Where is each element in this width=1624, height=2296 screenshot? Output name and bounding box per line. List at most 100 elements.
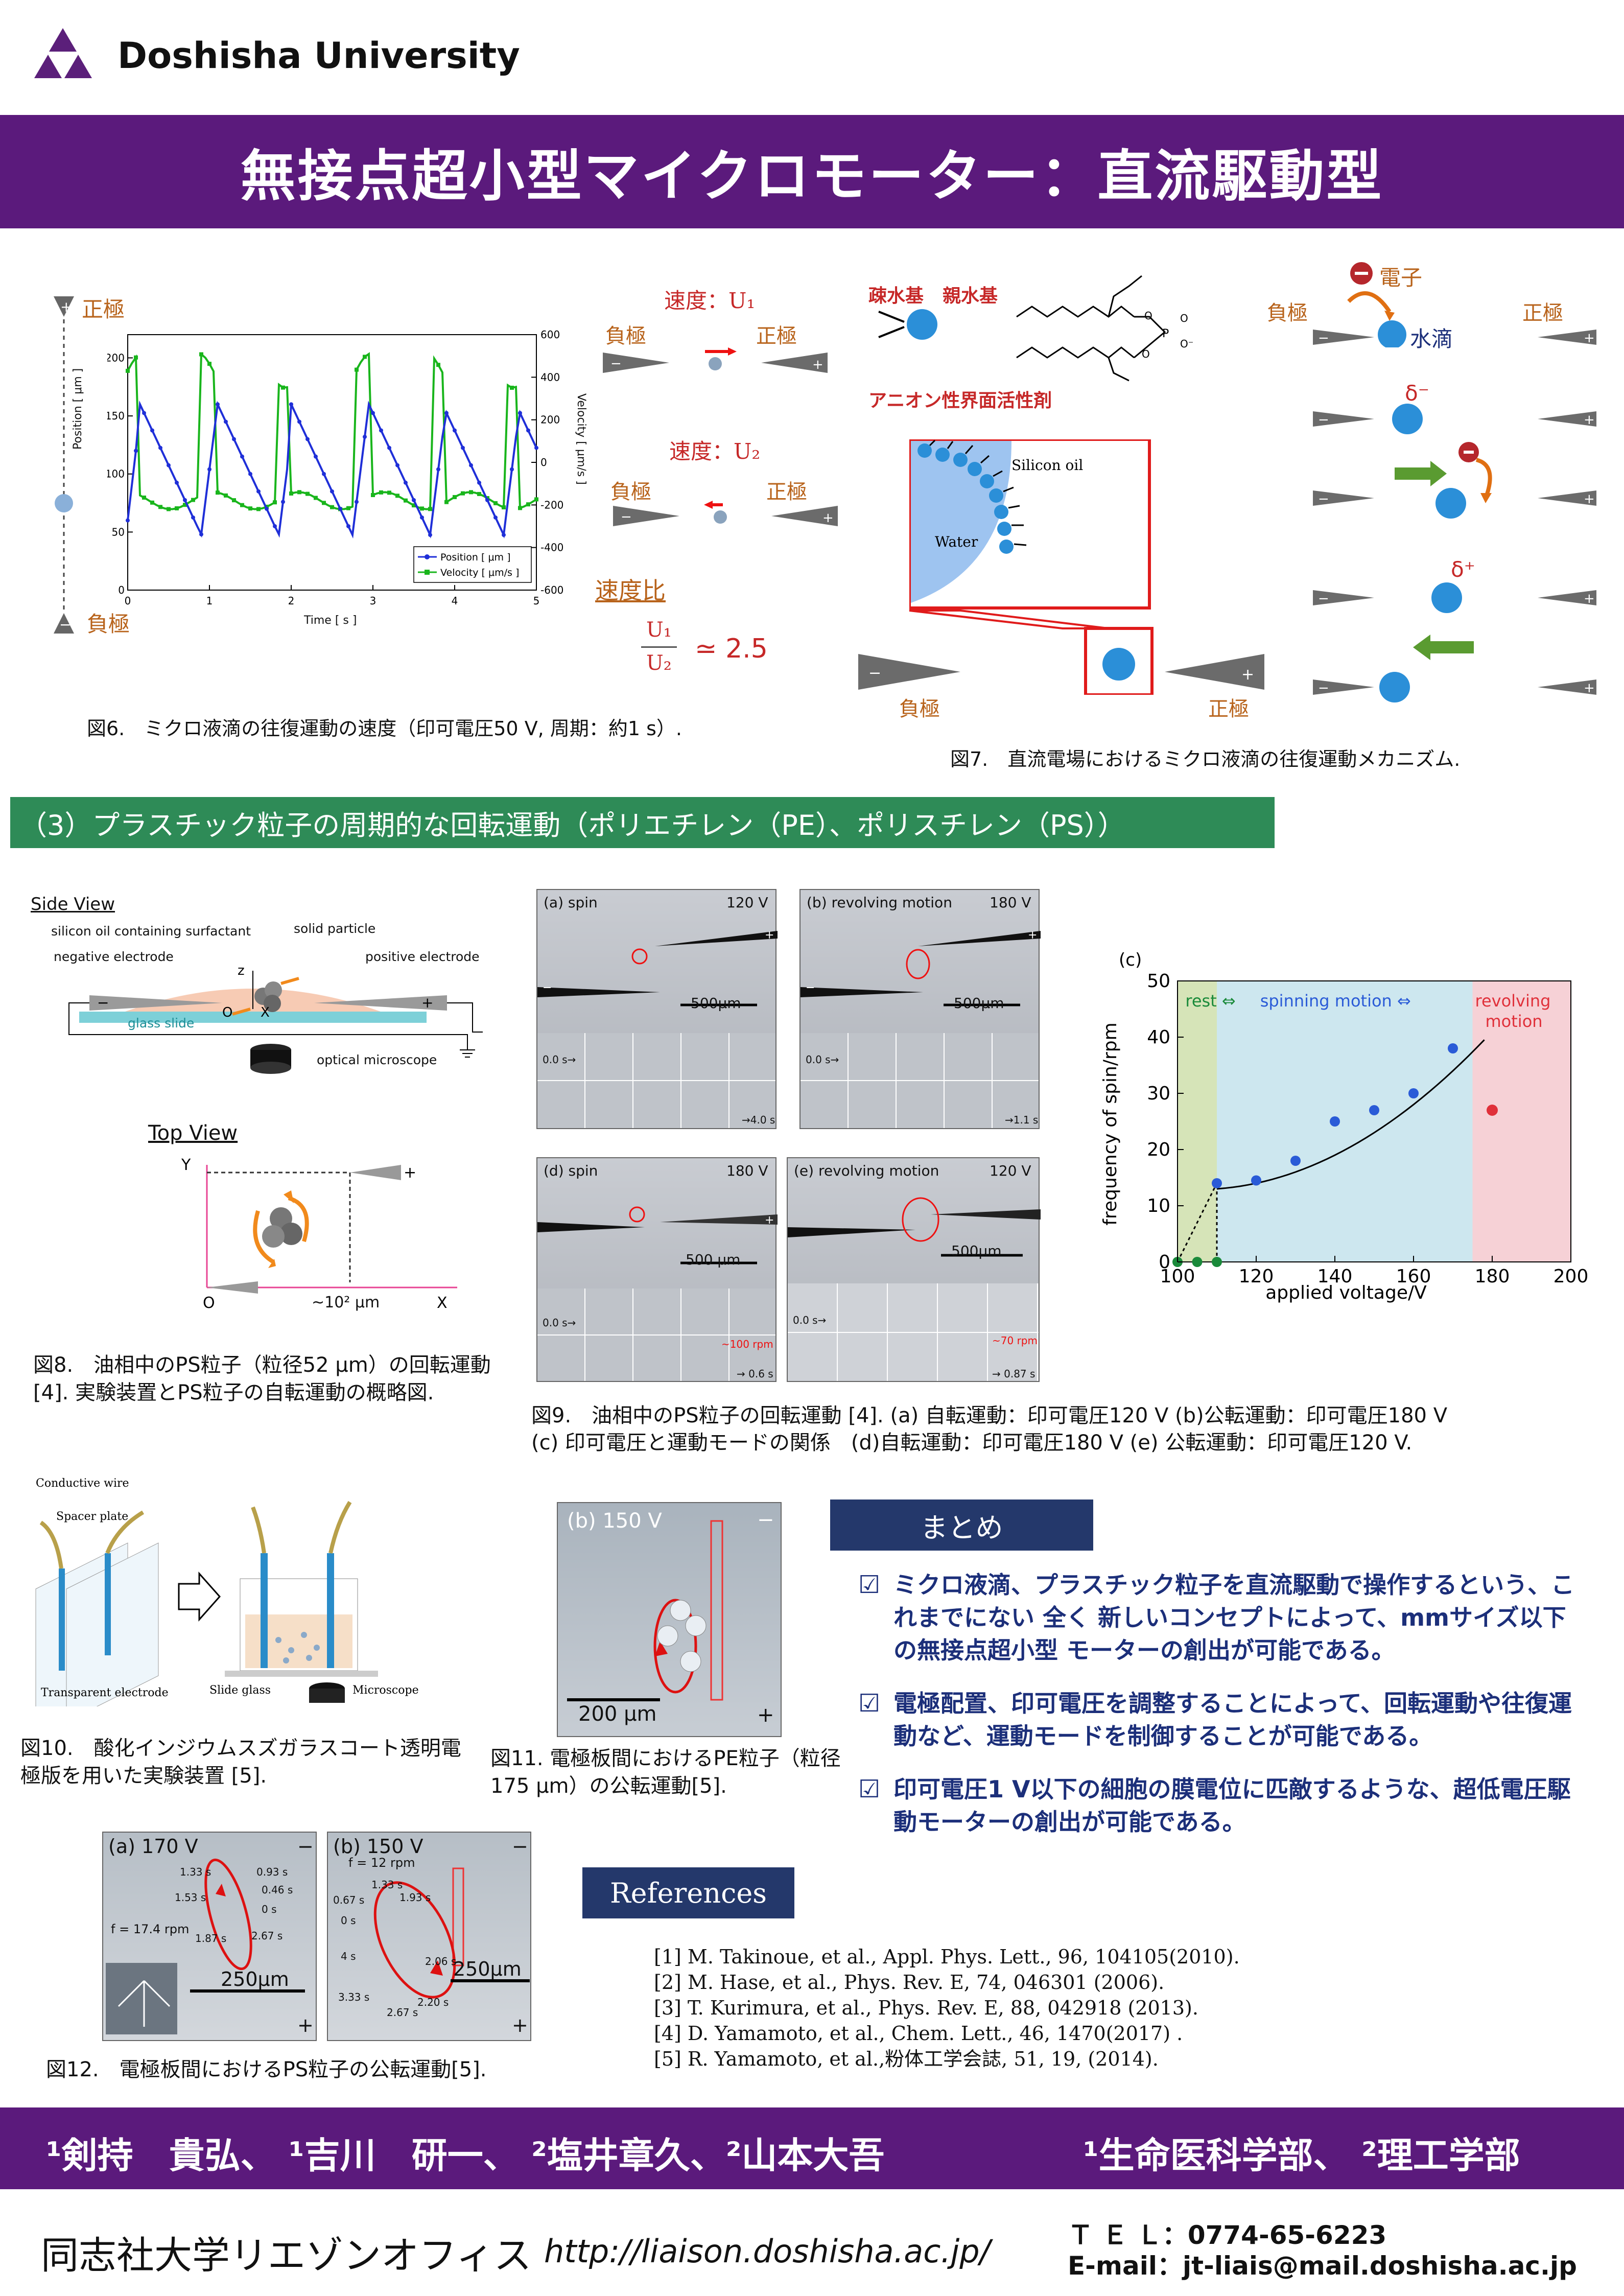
fig6-x-tick: 0 bbox=[125, 595, 131, 607]
fig6-position-point bbox=[167, 463, 171, 467]
fig6-time-axis-label: Time [ s ] bbox=[304, 614, 357, 627]
summary-title: まとめ bbox=[920, 1511, 1003, 1544]
fig11-photo: (b) 150 V − 200 μm + bbox=[557, 1502, 782, 1737]
fig6-velocity-point bbox=[371, 493, 375, 497]
fig6-velocity-point bbox=[428, 507, 432, 511]
summary-item: ☑ ミクロ液滴、プラスチック粒子を直流駆動で操作するという、これまでにない 全く… bbox=[858, 1568, 1589, 1667]
mechanism-step-3: − + − + bbox=[1313, 582, 1596, 702]
fig6-position-point bbox=[436, 467, 440, 472]
hydrophobic-label: 疎水基 bbox=[868, 286, 924, 307]
fig11-scale: 200 μm bbox=[578, 1702, 657, 1726]
silicon-oil-label: Silicon oil bbox=[1011, 457, 1083, 474]
electrode-pair-icon: − + bbox=[603, 347, 828, 373]
fig6-x-tick: 2 bbox=[288, 595, 295, 607]
ratio-value: ≃ 2.5 bbox=[695, 634, 768, 664]
electrode-icon: + − bbox=[54, 296, 74, 634]
fig6-legend-position: Position [ μm ] bbox=[440, 552, 511, 563]
chart-y-axis-label: frequency of spin/rpm bbox=[1100, 1022, 1121, 1225]
fig6-position-point bbox=[289, 402, 293, 407]
fig7-caption: 図7. 直流電場におけるミクロ液滴の往復運動メカニズム. bbox=[950, 748, 1461, 770]
fig12a-time-5: 1.87 s bbox=[195, 1932, 227, 1944]
summary-item: ☑ 印可電圧1 V以下の細胞の膜電位に匹敵するような、超低電圧駆動モーターの創出… bbox=[858, 1773, 1589, 1838]
negative-electrode-label: negative electrode bbox=[54, 949, 174, 964]
fig6-position-point bbox=[216, 402, 220, 407]
fig6-velocity-point bbox=[191, 498, 195, 502]
glass-slide-label: glass slide bbox=[128, 1016, 195, 1030]
figure-8: Side View silicon oil containing surfact… bbox=[28, 889, 519, 1441]
svg-text:+: + bbox=[1584, 491, 1595, 507]
fig9d-t0: 0.0 s→ bbox=[543, 1317, 576, 1329]
reference-item: [2] M. Hase, et al., Phys. Rev. E, 74, 0… bbox=[654, 1971, 1165, 1994]
chart-y-tick: 50 bbox=[1147, 971, 1170, 992]
surfactant-structure-icon: O P O O⁻ O bbox=[1016, 275, 1193, 382]
chart-x-tick: 160 bbox=[1396, 1266, 1431, 1287]
fig6-velocity-point bbox=[420, 506, 424, 511]
fig9d-volt: 180 V bbox=[726, 1162, 768, 1179]
fig7-neg-label-right: 負極 bbox=[1267, 301, 1308, 325]
fig6-velocity-point bbox=[207, 362, 211, 366]
fig11-caption: 図11. 電極板間におけるPE粒子（粒径175 μm）の公転運動[5]. bbox=[490, 1747, 841, 1798]
fig6-velocity-point bbox=[167, 507, 171, 511]
chart-point-spin bbox=[1330, 1116, 1340, 1127]
fig12b-time-8: 2.20 s bbox=[417, 1996, 449, 2008]
chart-region bbox=[1217, 981, 1473, 1262]
svg-text:+: + bbox=[822, 510, 834, 526]
fig6-position-point bbox=[453, 428, 457, 433]
fig9a-volt: 120 V bbox=[726, 894, 768, 911]
chart-panel-tag: (c) bbox=[1119, 950, 1142, 970]
figure-11: (b) 150 V − 200 μm + 図11. 電極板間におけるPE粒子（粒… bbox=[490, 1492, 848, 1809]
fig12a-time-4: 0 s bbox=[262, 1903, 277, 1915]
fig6-velocity-point bbox=[297, 490, 301, 495]
fig6-caption: 図6. ミクロ液滴の往復運動の速度（印可電圧50 V, 周期：約1 s）. bbox=[87, 717, 682, 740]
fig6-position-point bbox=[355, 500, 359, 504]
fig6-position-point bbox=[207, 467, 211, 472]
fig9b-scale: 500μm bbox=[954, 995, 1004, 1012]
fig6-velocity-point bbox=[199, 352, 203, 357]
svg-text:P: P bbox=[1162, 327, 1169, 340]
svg-text:X: X bbox=[261, 1005, 270, 1020]
summary-item: ☑ 電極配置、印可電圧を調整することによって、回転運動や往復運動など、運動モード… bbox=[858, 1687, 1589, 1752]
delta-minus-label: δ⁻ bbox=[1405, 381, 1429, 406]
fig6-position-point bbox=[518, 411, 522, 415]
contact-email[interactable]: E-mail：jt-liais@mail.doshisha.ac.jp bbox=[1068, 2251, 1577, 2281]
svg-text:−: − bbox=[610, 356, 622, 371]
fig6-position-point bbox=[232, 437, 236, 441]
chart-region-label: rest ⇔ bbox=[1185, 991, 1235, 1011]
svg-text:+: + bbox=[1584, 681, 1595, 696]
speed-u1-label: 速度：U₁ bbox=[664, 288, 756, 313]
fig9-panel-d: (d) spin 180 V + 500 μm 0.0 s→ ~100 rpm … bbox=[536, 1157, 778, 1382]
chart-region bbox=[1472, 981, 1571, 1262]
liaison-url[interactable]: http://liaison.doshisha.ac.jp/ bbox=[544, 2233, 991, 2270]
fig6-velocity-point bbox=[469, 490, 473, 495]
electrode-droplet-diagram: − + bbox=[858, 610, 1264, 695]
svg-text:+: + bbox=[1584, 591, 1595, 606]
fig6-position-point bbox=[305, 437, 310, 441]
chart-x-tick: 120 bbox=[1239, 1266, 1274, 1287]
fig6-velocity-point bbox=[502, 505, 506, 510]
fig6-position-point bbox=[314, 454, 318, 459]
fig6-position-point bbox=[142, 411, 146, 415]
fig6-velocity-point bbox=[493, 501, 498, 505]
chart-region bbox=[1178, 981, 1217, 1262]
fig8-caption: 図8. 油相中のPS粒子（粒径52 μm）の回転運動 [4]. 実験装置とPS粒… bbox=[33, 1353, 491, 1404]
fig9a-scale: 500μm bbox=[691, 995, 741, 1012]
fig6-velocity-point bbox=[273, 500, 277, 505]
fig6-position-point bbox=[477, 480, 481, 485]
fig9-panel-c: (c) rest ⇔ spinning motion ⇔ revolving moti… bbox=[1080, 950, 1602, 1359]
fig7-pos-label: 正極 bbox=[1208, 697, 1249, 721]
fig6-velocity-point bbox=[289, 491, 293, 496]
fig6-position-point bbox=[428, 533, 432, 537]
svg-text:+: + bbox=[1584, 412, 1595, 428]
fig6-position-tick: 150 bbox=[107, 410, 125, 422]
fig6-velocity-point bbox=[412, 503, 416, 508]
fig6-velocity-point bbox=[158, 505, 162, 509]
svg-text:+: + bbox=[765, 929, 774, 942]
electrode-tips-icon: + bbox=[537, 1206, 778, 1264]
fig6-position-point bbox=[395, 463, 399, 467]
fig6-velocity-point bbox=[314, 496, 318, 500]
electrode-pair-icon: − + bbox=[613, 501, 838, 526]
authors-affiliation: ¹生命医科学部、 ²理工学部 bbox=[1083, 2135, 1520, 2176]
svg-text:−: − bbox=[1318, 412, 1329, 428]
fig6-position-axis-label: Position [ μm ] bbox=[72, 368, 84, 450]
fig6-positive-label: 正極 bbox=[82, 297, 125, 322]
